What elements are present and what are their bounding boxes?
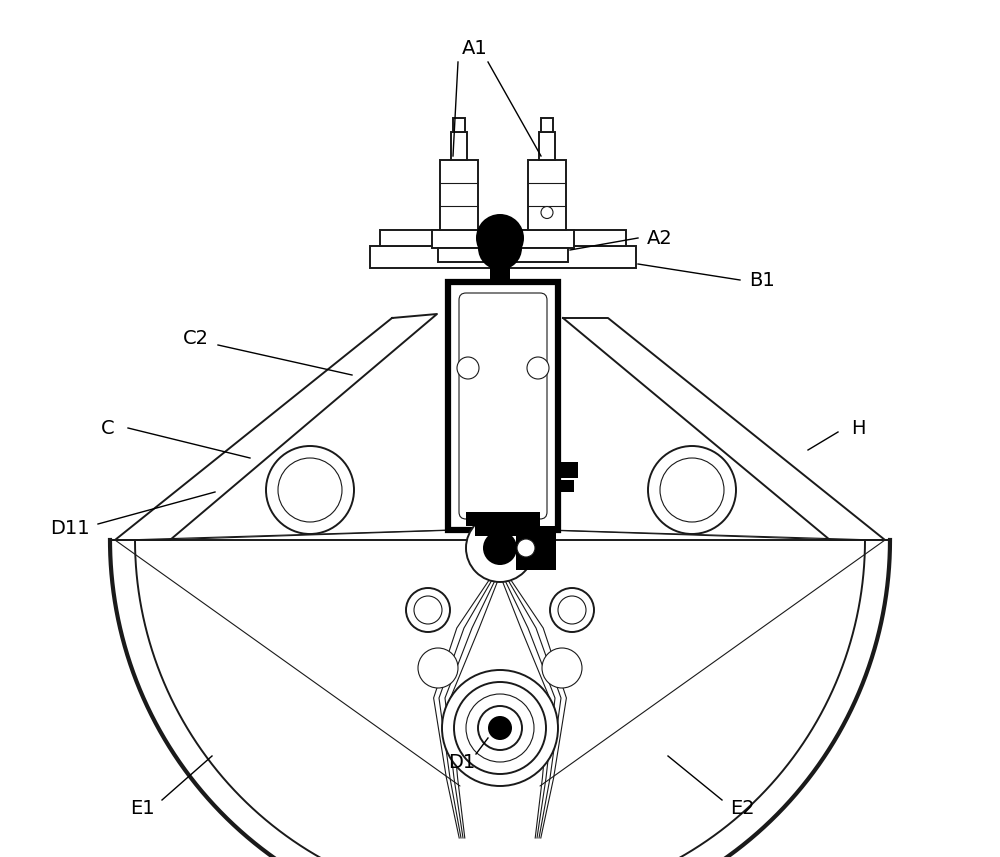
Bar — [448, 282, 558, 530]
Circle shape — [550, 588, 594, 632]
Bar — [451, 132, 467, 160]
Circle shape — [478, 706, 522, 750]
Circle shape — [527, 357, 549, 379]
Text: A2: A2 — [647, 229, 673, 248]
Text: C: C — [101, 418, 115, 438]
Text: E2: E2 — [730, 799, 754, 818]
Circle shape — [278, 458, 342, 522]
Circle shape — [418, 648, 458, 688]
Text: D1: D1 — [448, 752, 476, 771]
Circle shape — [483, 531, 517, 565]
Circle shape — [488, 716, 512, 740]
Circle shape — [466, 514, 534, 582]
Circle shape — [442, 670, 558, 786]
Bar — [556, 462, 578, 478]
Circle shape — [517, 539, 535, 557]
Circle shape — [406, 588, 450, 632]
Bar — [541, 118, 553, 132]
FancyBboxPatch shape — [459, 293, 547, 519]
Bar — [370, 246, 636, 268]
Text: B1: B1 — [749, 271, 775, 290]
Circle shape — [541, 207, 553, 219]
Bar — [440, 160, 478, 230]
Bar — [453, 118, 465, 132]
Circle shape — [266, 446, 354, 534]
Circle shape — [648, 446, 736, 534]
Bar — [438, 248, 568, 262]
Bar — [490, 250, 510, 284]
Bar — [380, 230, 626, 246]
Circle shape — [476, 214, 524, 262]
Circle shape — [466, 694, 534, 762]
Circle shape — [542, 648, 582, 688]
Bar — [466, 512, 540, 526]
Polygon shape — [563, 318, 885, 540]
Text: E1: E1 — [130, 799, 154, 818]
Circle shape — [457, 357, 479, 379]
Circle shape — [478, 226, 522, 270]
Text: C2: C2 — [183, 328, 209, 347]
Bar — [539, 132, 555, 160]
Bar — [516, 526, 556, 570]
Circle shape — [558, 596, 586, 624]
Bar — [475, 526, 531, 536]
Circle shape — [414, 596, 442, 624]
Circle shape — [660, 458, 724, 522]
Bar — [528, 160, 566, 230]
Bar — [556, 480, 574, 492]
Polygon shape — [115, 314, 437, 540]
Text: A1: A1 — [462, 39, 488, 57]
Circle shape — [454, 682, 546, 774]
Text: H: H — [851, 418, 865, 438]
Bar — [432, 230, 574, 248]
Text: D11: D11 — [50, 518, 90, 537]
